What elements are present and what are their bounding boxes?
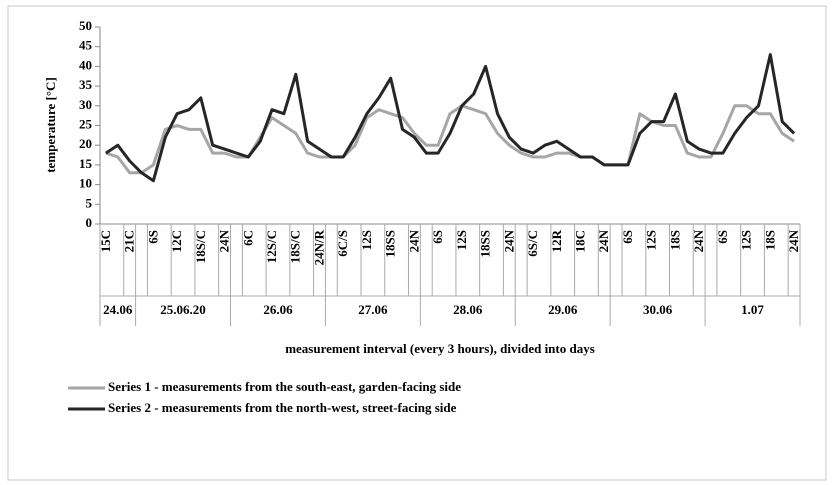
y-tick-label: 20 [79, 136, 92, 151]
y-tick-label: 5 [86, 195, 93, 210]
group-label: 1.07 [741, 302, 764, 317]
x-tick-label: 18S [762, 230, 777, 250]
x-tick-label: 18S/C [193, 230, 208, 263]
y-axis-label: temperature [°C] [43, 77, 58, 173]
x-tick-label: 21C [122, 230, 137, 252]
legend-label: Series 1 - measurements from the south-e… [108, 379, 461, 394]
x-tick-label: 6C [240, 230, 255, 246]
x-axis-label: measurement interval (every 3 hours), di… [285, 341, 595, 356]
x-tick-label: 6C/S [335, 230, 350, 257]
x-tick-label: 6S [430, 230, 445, 244]
x-tick-label: 6S [715, 230, 730, 244]
x-tick-label: 24N [406, 229, 421, 252]
y-tick-label: 30 [79, 97, 92, 112]
x-tick-label: 18SS [478, 230, 493, 257]
x-tick-label: 24N [501, 229, 516, 252]
group-label: 27.06 [358, 302, 388, 317]
x-tick-label: 24N/R [311, 229, 326, 265]
x-tick-label: 18SS [383, 230, 398, 257]
group-label: 30.06 [643, 302, 673, 317]
x-tick-label: 6S [620, 230, 635, 244]
legend-label: Series 2 - measurements from the north-w… [108, 400, 457, 415]
frame [7, 5, 827, 481]
x-tick-label: 24N [596, 229, 611, 252]
x-tick-label: 12R [549, 229, 564, 252]
y-tick-label: 45 [79, 38, 93, 53]
x-tick-label: 24N [786, 229, 801, 252]
x-tick-label: 6S/C [525, 230, 540, 257]
x-tick-label: 15C [98, 230, 113, 252]
y-tick-label: 40 [79, 57, 92, 72]
x-tick-label: 6S [145, 230, 160, 244]
y-tick-label: 15 [79, 156, 93, 171]
x-tick-label: 12S [739, 230, 754, 250]
x-tick-label: 12S [454, 230, 469, 250]
x-tick-label: 12S [359, 230, 374, 250]
y-tick-label: 25 [79, 116, 93, 131]
y-tick-label: 0 [86, 215, 93, 230]
x-tick-label: 18S [667, 230, 682, 250]
group-label: 26.06 [263, 302, 293, 317]
group-label: 24.06 [103, 302, 133, 317]
x-tick-label: 12S/C [264, 230, 279, 263]
group-label: 29.06 [548, 302, 578, 317]
x-tick-label: 24N [217, 229, 232, 252]
series-line [105, 53, 796, 183]
group-label: 25.06.20 [160, 302, 206, 317]
x-tick-label: 18C [572, 230, 587, 252]
x-tick-label: 18S/C [288, 230, 303, 263]
group-label: 28.06 [453, 302, 483, 317]
x-tick-label: 12C [169, 230, 184, 252]
y-tick-label: 35 [79, 77, 93, 92]
x-tick-label: 24N [691, 229, 706, 252]
series-line [105, 104, 795, 175]
y-tick-label: 50 [79, 18, 92, 33]
x-tick-label: 12S [644, 230, 659, 250]
y-tick-label: 10 [79, 176, 92, 191]
